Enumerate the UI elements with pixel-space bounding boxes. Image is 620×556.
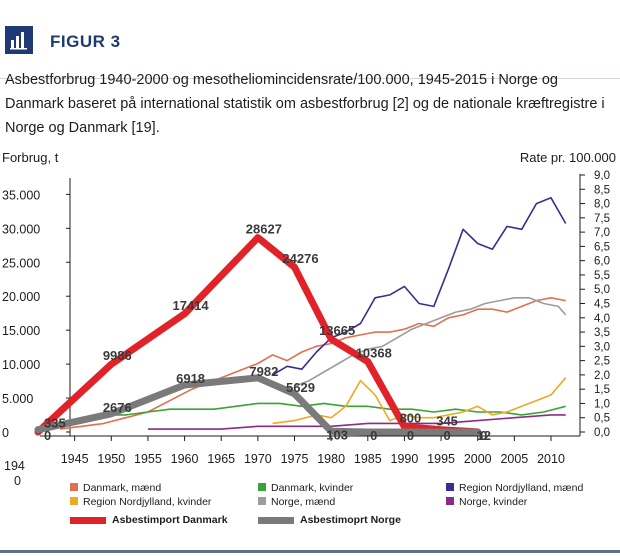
x-tick-label: 1985	[354, 452, 382, 466]
rate-series-line	[59, 402, 566, 425]
legend-label: Region Nordjylland, kvinder	[83, 496, 212, 508]
chart-svg: Forbrug, t Rate pr. 100.000 0 5.000 10.000 15…	[2, 150, 616, 526]
y-right-tick-label: 7,0	[594, 227, 610, 239]
figure-caption: Asbestforbrug 1940-2000 og mesotheliomin…	[5, 72, 605, 136]
legend-swatch	[258, 497, 266, 505]
y-left-tick-label: 5.000	[2, 392, 33, 406]
bar-chart-icon	[5, 26, 33, 54]
header-divider	[0, 78, 620, 79]
y-right-tick-label: 7,5	[594, 213, 610, 225]
figure-header: FIGUR 3	[0, 20, 620, 79]
y-left-tick-label: 30.000	[2, 222, 40, 236]
data-label: 345	[436, 414, 458, 429]
legend-swatch	[258, 517, 294, 524]
x-start-label: 194	[4, 459, 25, 473]
y-left-tick-label: 10.000	[2, 358, 40, 372]
y-right-tick-label: 9,0	[594, 170, 610, 182]
data-label: 28627	[246, 222, 282, 237]
y-right-axis-title: Rate pr. 100.000	[520, 150, 616, 165]
rate-series-line	[294, 297, 567, 388]
x-start-label: 0	[14, 474, 21, 488]
x-tick-label: 1995	[427, 452, 455, 466]
data-label: 9986	[103, 348, 132, 363]
legend-label: Region Nordjylland, mænd	[459, 482, 583, 494]
x-tick-label: 1980	[317, 452, 345, 466]
data-label: 103	[326, 427, 348, 442]
import-series-line	[34, 374, 482, 436]
rate-series-line	[59, 297, 566, 430]
y-right-tick-label: 0,0	[594, 427, 610, 439]
y-right-tick-label: 5,0	[594, 284, 610, 296]
y-left-tick-label: 35.000	[2, 188, 40, 202]
legend-label: Norge, kvinder	[459, 496, 528, 508]
legend-label: Danmark, kvinder	[271, 482, 354, 494]
data-label: 335	[44, 416, 66, 431]
y-left-tick-label: 15.000	[2, 324, 40, 338]
legend-label: Asbestimoprt Norge	[300, 514, 401, 526]
data-label: 0	[443, 428, 450, 443]
bottom-divider	[0, 550, 620, 553]
data-label: 0	[44, 428, 51, 443]
y-right-tick-label: 3,5	[594, 327, 610, 339]
data-label: 0	[407, 428, 414, 443]
data-label: 0	[480, 428, 487, 443]
y-right-tick-label: 0,5	[594, 413, 610, 425]
x-tick-label: 1945	[61, 452, 89, 466]
y-left-tick-label: 20.000	[2, 290, 40, 304]
data-label: 7982	[249, 364, 278, 379]
y-right-tick-label: 3,0	[594, 341, 610, 353]
x-tick-label: 2005	[500, 452, 528, 466]
rate-series-line	[147, 414, 566, 430]
data-label: 2676	[103, 400, 132, 415]
legend-swatch	[70, 483, 78, 491]
x-tick-label: 2000	[464, 452, 492, 466]
data-label: 10368	[356, 346, 392, 361]
x-tick-label: 1955	[134, 452, 162, 466]
legend-label: Norge, mænd	[271, 496, 335, 508]
import-series-line	[34, 234, 482, 436]
y-right-tick-label: 2,0	[594, 370, 610, 382]
data-label: 0	[370, 428, 377, 443]
data-label: 24276	[282, 251, 318, 266]
y-right-tick-label: 2,5	[594, 356, 610, 368]
y-left-tick-label: 25.000	[2, 256, 40, 270]
legend-swatch	[70, 517, 106, 524]
y-left-axis-title: Forbrug, t	[2, 150, 59, 165]
y-right-tick-label: 6,5	[594, 241, 610, 253]
legend-swatch	[70, 497, 78, 505]
legend-swatch	[258, 483, 266, 491]
y-right-tick-label: 5,5	[594, 270, 610, 282]
legend-swatch	[446, 483, 454, 491]
y-right-tick-label: 4,5	[594, 299, 610, 311]
x-tick-label: 1970	[244, 452, 272, 466]
data-label: 6918	[176, 371, 205, 386]
y-right-tick-label: 1,5	[594, 384, 610, 396]
data-label: 12	[476, 428, 490, 443]
rate-series-line	[272, 377, 567, 425]
y-right-tick-label: 6,0	[594, 256, 610, 268]
data-label: 800	[400, 411, 422, 426]
chart-area: Forbrug, t Rate pr. 100.000 0 5.000 10.000 15…	[0, 140, 620, 545]
x-tick-label: 1965	[207, 452, 235, 466]
x-tick-label: 1975	[281, 452, 309, 466]
x-tick-label: 1960	[171, 452, 199, 466]
y-right-tick-label: 4,0	[594, 313, 610, 325]
y-right-tick-label: 1,0	[594, 398, 610, 410]
legend-label: Asbestimport Danmark	[112, 514, 228, 526]
data-label: 17414	[172, 298, 209, 313]
x-tick-label: 2010	[537, 452, 565, 466]
data-label: 5629	[286, 380, 315, 395]
figure-label: FIGUR 3	[50, 32, 121, 51]
rate-series-line	[272, 196, 567, 376]
data-label: 13665	[319, 323, 355, 338]
y-left-tick-label: 0	[2, 426, 9, 440]
y-right-tick-label: 8,5	[594, 184, 610, 196]
y-right-tick-label: 8,0	[594, 199, 610, 211]
legend-label: Danmark, mænd	[83, 482, 161, 494]
x-tick-label: 1950	[97, 452, 125, 466]
x-tick-label: 1990	[391, 452, 419, 466]
legend-swatch	[446, 497, 454, 505]
